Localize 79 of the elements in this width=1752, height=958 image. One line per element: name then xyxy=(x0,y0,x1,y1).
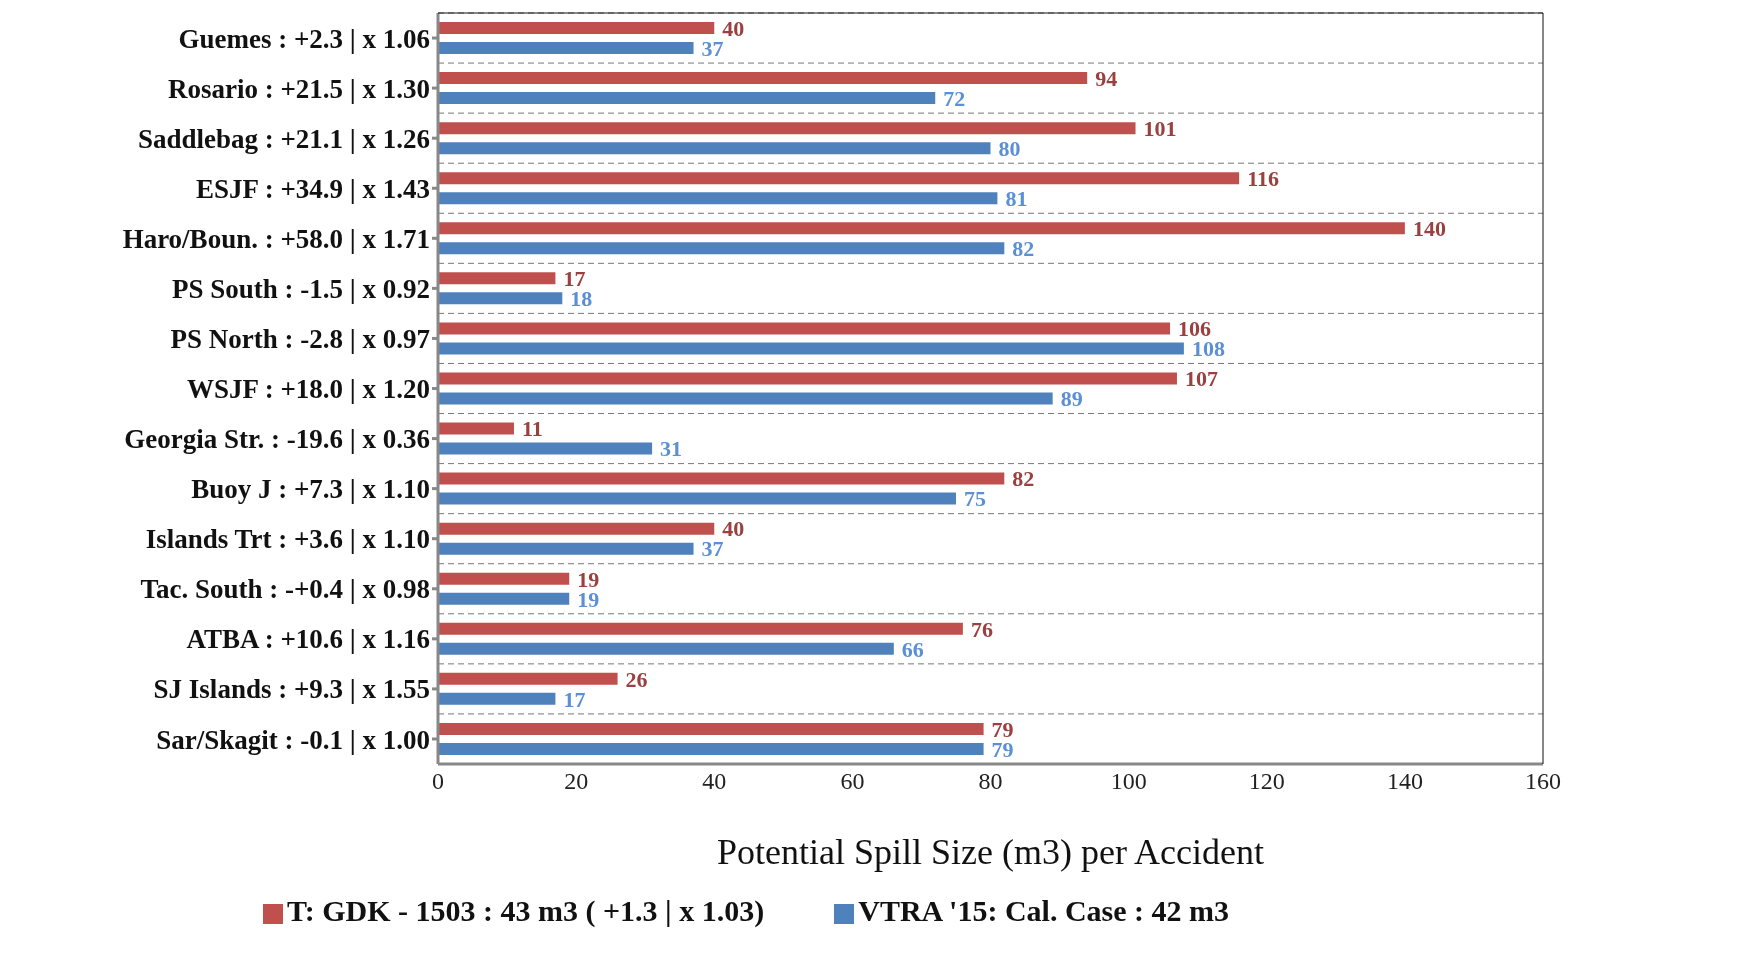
x-axis-title: Potential Spill Size (m3) per Accident xyxy=(717,832,1264,872)
bar xyxy=(438,72,1088,85)
x-tick-label: 20 xyxy=(564,768,589,795)
bar xyxy=(438,122,1136,135)
y-tick-label: Georgia Str. : -19.6 | x 0.36 xyxy=(124,424,430,455)
data-label: 116 xyxy=(1247,166,1279,192)
data-label: 140 xyxy=(1412,216,1446,242)
x-tick-label: 100 xyxy=(1110,768,1147,795)
data-label: 94 xyxy=(1095,65,1118,91)
bar xyxy=(438,542,694,555)
bar xyxy=(438,572,570,585)
data-label: 17 xyxy=(563,686,586,712)
bar xyxy=(438,642,894,655)
legend-label: T: GDK - 1503 : 43 m3 ( +1.3 | x 1.03) xyxy=(286,894,765,927)
x-tick-label: 40 xyxy=(702,768,727,795)
bar xyxy=(438,442,653,455)
data-label: 37 xyxy=(701,536,724,562)
data-label: 82 xyxy=(1012,236,1035,262)
data-label: 80 xyxy=(998,135,1021,161)
x-tick-label: 160 xyxy=(1525,768,1561,795)
data-label: 40 xyxy=(722,516,745,542)
bar xyxy=(438,722,984,735)
bar xyxy=(438,672,618,685)
bar xyxy=(438,372,1177,385)
bar xyxy=(438,192,998,205)
data-label: 81 xyxy=(1005,186,1028,212)
bar xyxy=(438,142,991,155)
y-tick-label: ESJF : +34.9 | x 1.43 xyxy=(195,173,430,204)
data-label: 26 xyxy=(625,666,648,692)
y-tick-label: PS North : -2.8 | x 0.97 xyxy=(170,324,430,355)
y-tick-label: PS South : -1.5 | x 0.92 xyxy=(172,273,430,304)
bar xyxy=(438,492,956,505)
y-tick-label: Islands Trt : +3.6 | x 1.10 xyxy=(145,524,430,555)
y-tick-label: Tac. South : -+0.4 | x 0.98 xyxy=(140,574,430,605)
bar xyxy=(438,392,1053,405)
y-tick-label: ATBA : +10.6 | x 1.16 xyxy=(186,624,430,655)
x-tick-label: 80 xyxy=(978,768,1003,795)
y-tick-label: Saddlebag : +21.1 | x 1.26 xyxy=(137,123,430,154)
y-tick-label: Haro/Boun. : +58.0 | x 1.71 xyxy=(122,223,430,254)
bar xyxy=(438,622,963,635)
bar xyxy=(438,292,563,305)
data-label: 37 xyxy=(701,35,724,61)
data-label: 66 xyxy=(901,636,924,662)
data-label: 82 xyxy=(1012,466,1035,492)
bar xyxy=(438,742,984,755)
bar xyxy=(438,272,556,285)
data-label: 107 xyxy=(1184,366,1218,392)
bar xyxy=(438,472,1005,485)
x-tick-label: 120 xyxy=(1248,768,1285,795)
y-tick-label: WSJF : +18.0 | x 1.20 xyxy=(186,374,430,405)
x-tick-label: 60 xyxy=(840,768,865,795)
data-label: 101 xyxy=(1143,115,1177,141)
data-label: 76 xyxy=(970,616,993,642)
bar xyxy=(438,592,570,605)
bar xyxy=(438,342,1184,355)
data-label: 11 xyxy=(521,416,543,442)
bar xyxy=(438,92,936,105)
bar xyxy=(438,222,1405,235)
bar xyxy=(438,242,1005,255)
data-label: 40 xyxy=(722,15,745,41)
y-tick-label: SJ Islands : +9.3 | x 1.55 xyxy=(153,674,430,705)
bar xyxy=(438,22,715,34)
x-tick-label: 0 xyxy=(432,768,444,795)
x-tick-label: 140 xyxy=(1386,768,1423,795)
y-tick-label: Sar/Skagit : -0.1 | x 1.00 xyxy=(156,724,430,755)
bar xyxy=(438,42,694,54)
legend-label: VTRA '15: Cal. Case : 42 m3 xyxy=(858,894,1230,927)
bar xyxy=(438,172,1240,185)
data-label: 31 xyxy=(660,436,683,462)
bar xyxy=(438,692,556,705)
y-tick-label: Rosario : +21.5 | x 1.30 xyxy=(167,73,430,104)
bar xyxy=(438,422,514,435)
bar xyxy=(438,522,715,535)
data-label: 72 xyxy=(943,85,966,111)
bar xyxy=(438,322,1171,335)
data-label: 75 xyxy=(963,486,986,512)
y-tick-label: Guemes : +2.3 | x 1.06 xyxy=(178,23,430,54)
y-tick-label: Buoy J : +7.3 | x 1.10 xyxy=(191,474,430,505)
data-label: 89 xyxy=(1060,386,1083,412)
